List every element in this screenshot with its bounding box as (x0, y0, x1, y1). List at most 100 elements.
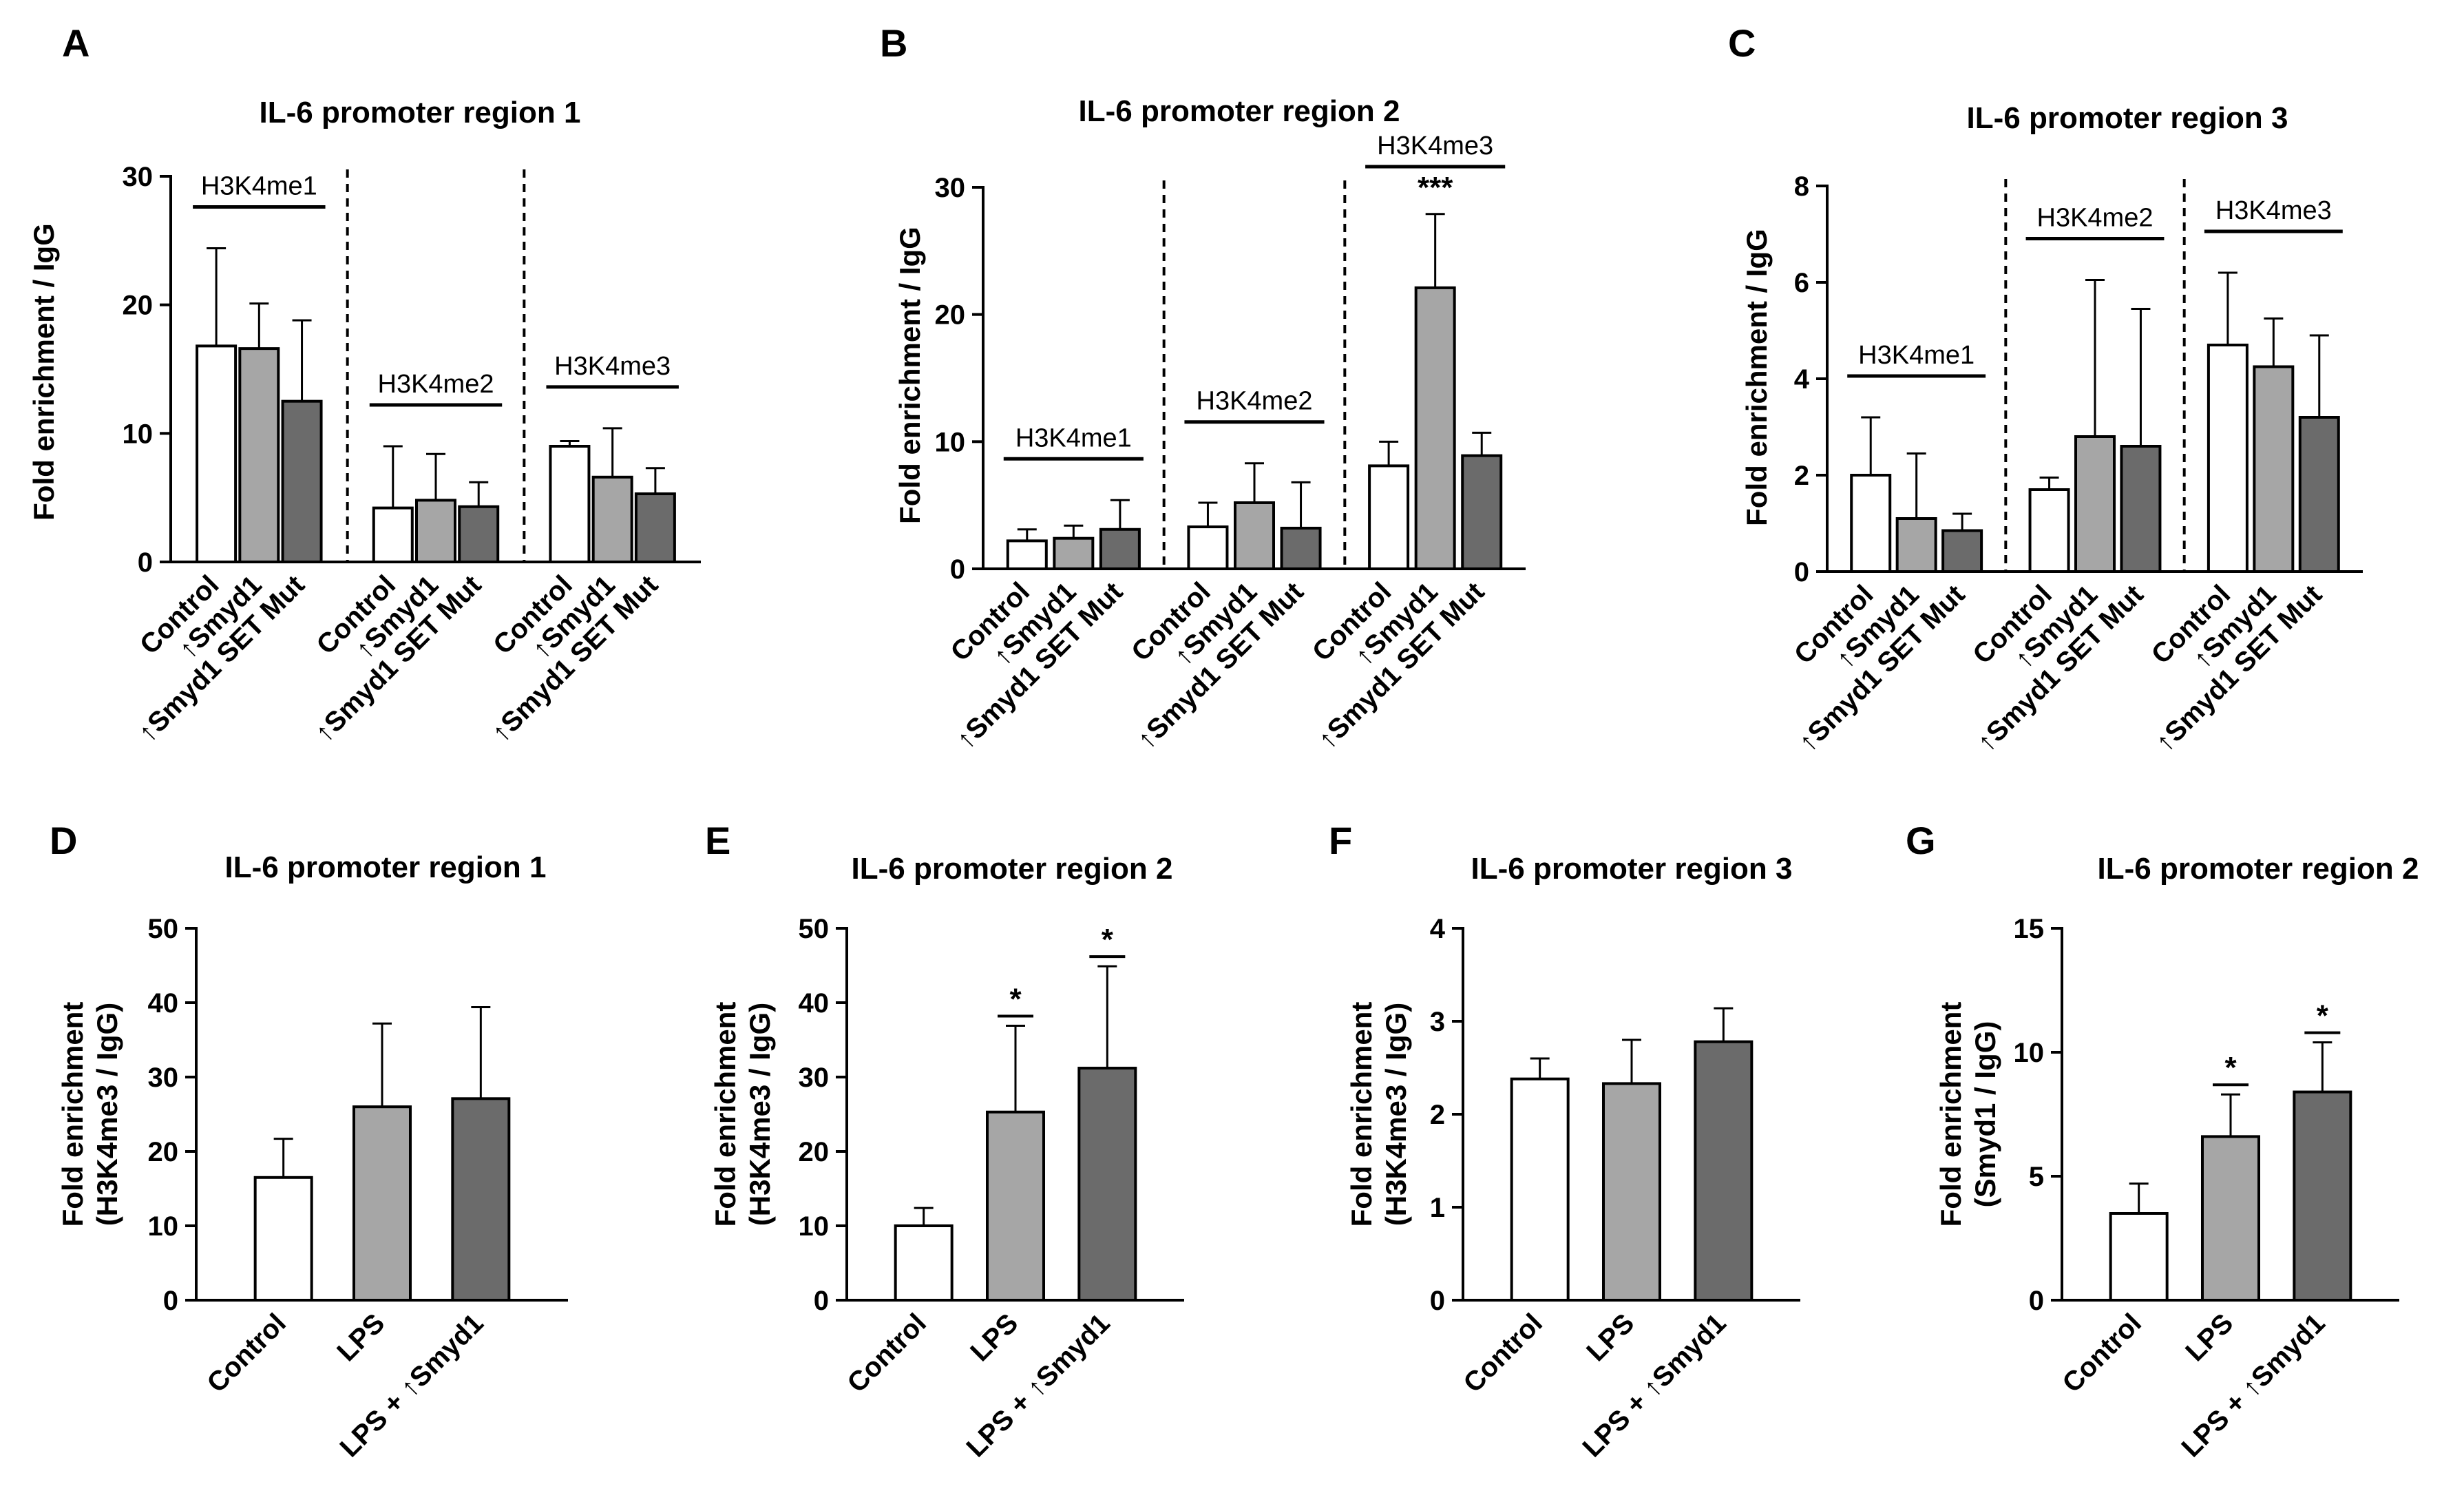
significance-mark: * (2317, 999, 2329, 1033)
group-label: H3K4me2 (2037, 204, 2154, 233)
y-tick-label: 30 (799, 1063, 830, 1093)
y-tick-label: 0 (950, 554, 965, 585)
y-tick-label: 2 (1794, 461, 1809, 491)
chart-title: IL-6 promoter region 3 (1967, 101, 2288, 135)
significance-mark: * (1009, 982, 1022, 1016)
y-axis-label: Fold enrichment (1345, 1002, 1378, 1227)
bar (1234, 501, 1275, 570)
bar (634, 492, 676, 563)
bar (2253, 365, 2295, 573)
bar (1006, 539, 1048, 571)
bar (238, 347, 280, 563)
y-axis-label-2: (H3K4me3 / IgG) (91, 1003, 123, 1226)
y-tick-label: 4 (1794, 364, 1810, 395)
x-tick-label-prefix: LPS + (1577, 1381, 1658, 1463)
y-axis-label-2: (H3K4me3 / IgG) (744, 1003, 776, 1226)
y-tick-label: 2 (1430, 1100, 1445, 1130)
y-tick-label: 15 (2014, 914, 2045, 944)
chart-title: IL-6 promoter region 3 (1471, 852, 1793, 886)
bar (281, 399, 323, 564)
significance-mark: * (2224, 1051, 2237, 1085)
y-tick-label: 10 (935, 427, 966, 457)
y-axis-label: Fold enrichment / IgG (1740, 229, 1773, 526)
y-tick-label: 0 (1794, 557, 1809, 587)
bar (451, 1097, 511, 1302)
y-axis-label: Fold enrichment (709, 1002, 741, 1227)
bar (2120, 445, 2162, 573)
bar (894, 1224, 954, 1302)
bar (2207, 344, 2249, 573)
bar (352, 1105, 412, 1302)
y-tick-label: 3 (1430, 1007, 1445, 1037)
bar (1941, 529, 1983, 573)
bar (549, 445, 591, 563)
panel-label: F (1329, 819, 1352, 862)
y-tick-label: 10 (2014, 1038, 2045, 1068)
x-tick-label-tail: Smyd1 (404, 1308, 489, 1393)
bar (2028, 488, 2070, 573)
panel-a: A IL-6 promoter region 1 Fold enrichment /… (28, 21, 701, 748)
y-axis-label-2: (H3K4me3 / IgG) (1380, 1003, 1412, 1226)
group-label: H3K4me1 (1858, 341, 1975, 370)
group-label: H3K4me3 (1377, 132, 1493, 160)
bar (1368, 464, 1410, 570)
x-tick-label-prefix: LPS + (334, 1381, 415, 1463)
x-tick-label-prefix: LPS + (2176, 1381, 2257, 1463)
panel-d: D IL-6 promoter region 1 Fold enrichment (H… (50, 819, 568, 1463)
bar (2293, 1090, 2352, 1302)
panel-label: G (1906, 819, 1936, 862)
chart-title: IL-6 promoter region 2 (1079, 94, 1400, 128)
y-tick-label: 20 (799, 1137, 830, 1167)
y-axis-label: Fold enrichment (56, 1002, 89, 1227)
x-tick-label: Control (1457, 1308, 1548, 1399)
bar (1053, 536, 1095, 570)
y-tick-label: 8 (1794, 171, 1809, 202)
y-tick-label: 10 (799, 1211, 830, 1242)
panel-label: C (1728, 21, 1756, 65)
panel-c: C IL-6 promoter region 3 Fold enrichment /… (1728, 21, 2363, 758)
x-tick-label-tail: Smyd1 (1647, 1308, 1732, 1393)
y-tick-label: 0 (138, 547, 153, 578)
y-tick-label: 0 (2029, 1286, 2044, 1316)
x-tick-label: Control (201, 1308, 292, 1399)
panel-label: A (62, 21, 89, 65)
panel-f: F IL-6 promoter region 3 Fold enrichment (H… (1329, 819, 1800, 1463)
group-label: H3K4me3 (2215, 196, 2332, 225)
y-tick-label: 50 (799, 914, 830, 944)
group-label: H3K4me1 (201, 172, 317, 201)
panel-b: B IL-6 promoter region 2 Fold enrichment /… (880, 21, 1526, 755)
bar (591, 475, 633, 563)
y-tick-label: 40 (148, 988, 179, 1019)
bar (1461, 454, 1503, 570)
y-tick-label: 10 (123, 419, 154, 449)
bar (2074, 435, 2116, 573)
x-tick-label: Control (2056, 1308, 2147, 1399)
chart-title: IL-6 promoter region 2 (2098, 852, 2419, 886)
y-axis-label-2: (Smyd1 / IgG) (1969, 1021, 2001, 1208)
y-tick-label: 10 (148, 1211, 179, 1242)
bar (1510, 1077, 1570, 1302)
panel-e: E IL-6 promoter region 2 Fold enrichment (H… (705, 819, 1184, 1463)
bar (1850, 474, 1892, 573)
group-label: H3K4me3 (554, 352, 671, 381)
y-tick-label: 0 (814, 1286, 829, 1316)
panel-label: E (705, 819, 730, 862)
chart-title: IL-6 promoter region 2 (852, 852, 1173, 886)
y-tick-label: 50 (148, 914, 179, 944)
y-axis-label: Fold enrichment / IgG (894, 227, 926, 524)
y-tick-label: 0 (163, 1286, 178, 1316)
bar (1280, 526, 1322, 571)
bar (1099, 528, 1141, 571)
y-tick-label: 20 (123, 291, 154, 321)
panel-label: B (880, 21, 907, 65)
group-label: H3K4me2 (378, 370, 494, 399)
bar (1602, 1082, 1661, 1302)
significance-mark: *** (1418, 171, 1453, 205)
bar (1187, 525, 1229, 570)
y-axis-label: Fold enrichment / IgG (28, 223, 60, 521)
bar (2109, 1212, 2169, 1302)
bar (458, 505, 500, 564)
bar (415, 499, 456, 564)
y-tick-label: 0 (1430, 1286, 1445, 1316)
